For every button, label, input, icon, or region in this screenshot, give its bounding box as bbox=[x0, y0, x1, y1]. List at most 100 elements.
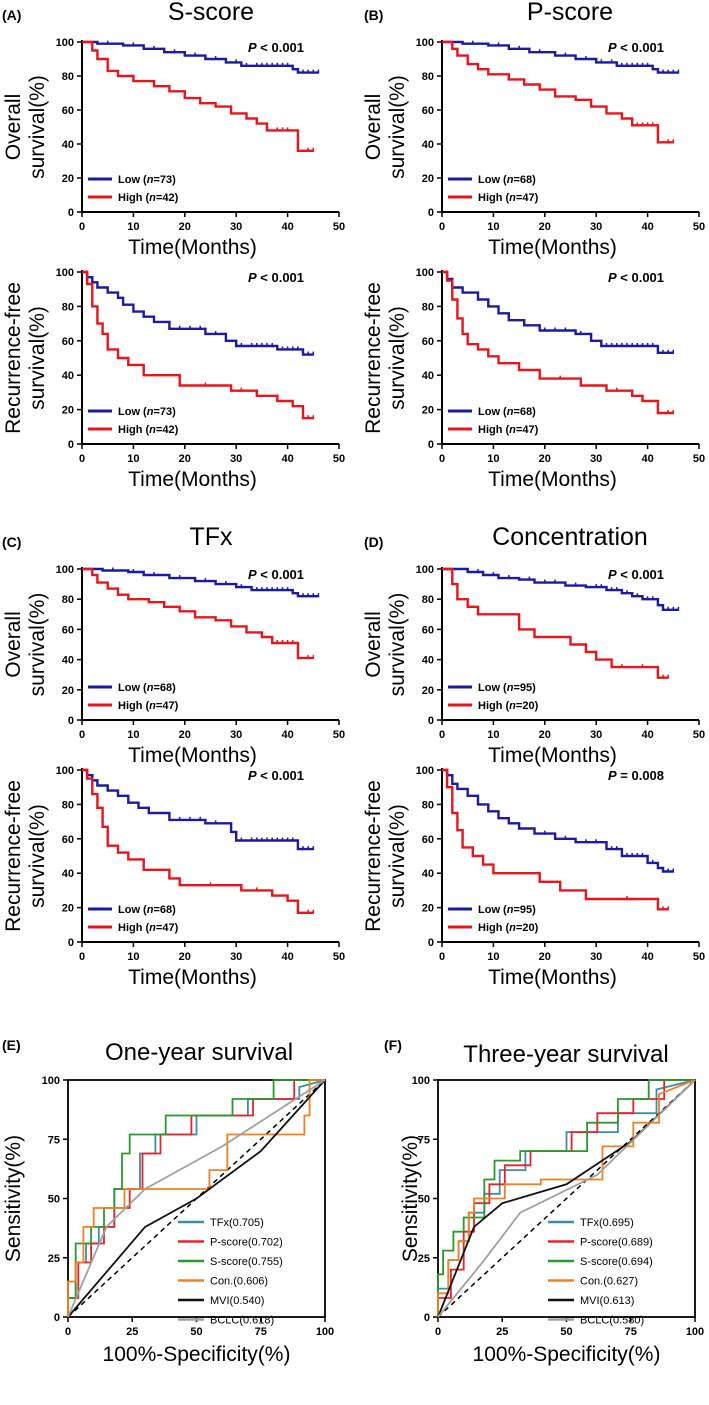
x-axis-label: Time(Months) bbox=[128, 744, 257, 767]
km-curve-high bbox=[442, 40, 674, 144]
km-panel-A1: (A) S-score 0 20 40 60 80 100 0 10 20 30 40 50 Time(Mo… bbox=[2, 0, 345, 259]
x-tick-label: 20 bbox=[179, 729, 191, 741]
legend-entry: MVI(0.540) bbox=[210, 1295, 264, 1307]
y-axis-label: Sensitivity(%) bbox=[2, 1135, 25, 1262]
y-tick-label: 20 bbox=[62, 405, 74, 417]
p-number: < 0.001 bbox=[257, 768, 304, 783]
legend-entry: High (n=20) bbox=[478, 700, 539, 712]
legend-entry: High (n=47) bbox=[478, 192, 539, 204]
x-axis-label: Time(Months) bbox=[488, 744, 617, 767]
y-tick-label: 20 bbox=[62, 685, 74, 697]
x-tick-label: 10 bbox=[487, 453, 499, 465]
x-tick-label: 0 bbox=[65, 1326, 71, 1338]
p-symbol: P bbox=[608, 40, 617, 55]
x-axis-label: Time(Months) bbox=[488, 468, 617, 491]
p-number: < 0.001 bbox=[257, 40, 304, 55]
panel-label: (F) bbox=[384, 1037, 402, 1053]
x-tick-label: 50 bbox=[693, 729, 705, 741]
y-tick-label: 60 bbox=[62, 336, 74, 348]
legend-text-part: n bbox=[149, 922, 156, 934]
y-tick-label: 100 bbox=[56, 564, 74, 576]
x-tick-label: 20 bbox=[539, 729, 551, 741]
x-tick-label: 30 bbox=[590, 729, 602, 741]
legend-text-part: n bbox=[147, 904, 154, 916]
legend-entry: Low (n=95) bbox=[478, 682, 536, 694]
y-tick-label: 100 bbox=[416, 765, 434, 777]
y-tick-label: 50 bbox=[48, 1194, 60, 1206]
x-tick-label: 40 bbox=[641, 453, 653, 465]
legend-entry: Con.(0.606) bbox=[210, 1276, 268, 1288]
legend-text-part: =47) bbox=[516, 192, 539, 204]
p-symbol: P bbox=[608, 270, 617, 285]
y-tick-label: 100 bbox=[56, 37, 74, 49]
y-tick-label: 80 bbox=[422, 71, 434, 83]
legend-entry: P-score(0.702) bbox=[210, 1237, 283, 1249]
y-tick-label: 80 bbox=[62, 301, 74, 313]
y-tick-label: 75 bbox=[418, 1134, 430, 1146]
y-tick-label: 60 bbox=[62, 834, 74, 846]
x-tick-label: 30 bbox=[230, 453, 242, 465]
y-tick-label: 25 bbox=[48, 1253, 60, 1265]
legend-text-part: =47) bbox=[516, 424, 539, 436]
x-tick-label: 50 bbox=[560, 1326, 572, 1338]
km-curve-high bbox=[82, 40, 314, 152]
y-tick-label: 20 bbox=[422, 173, 434, 185]
p-symbol: P bbox=[248, 567, 257, 582]
km-curve-low bbox=[442, 768, 674, 873]
legend-text-part: High ( bbox=[478, 424, 509, 436]
y-tick-label: 20 bbox=[422, 903, 434, 915]
y-tick-label: 100 bbox=[56, 765, 74, 777]
reference-diagonal bbox=[437, 1079, 696, 1318]
legend-text-part: =73) bbox=[153, 406, 176, 418]
y-tick-label: 60 bbox=[62, 624, 74, 636]
legend-text-part: Low ( bbox=[478, 904, 507, 916]
x-axis-label: 100%-Specificity(%) bbox=[103, 1343, 291, 1366]
legend-text-part: n bbox=[147, 682, 154, 694]
y-tick-label: 40 bbox=[62, 370, 74, 382]
x-tick-label: 30 bbox=[230, 951, 242, 963]
legend-text-part: n bbox=[149, 424, 156, 436]
x-axis-label: Time(Months) bbox=[488, 236, 617, 259]
y-tick-label: 0 bbox=[428, 439, 434, 451]
y-tick-label: 20 bbox=[422, 685, 434, 697]
y-tick-label: 0 bbox=[428, 207, 434, 219]
legend-text-part: High ( bbox=[478, 700, 509, 712]
panel-title: Three-year survival bbox=[463, 1041, 668, 1068]
km-curve-low bbox=[82, 768, 314, 851]
y-axis-label-line2: survival(%) bbox=[386, 804, 409, 908]
y-tick-label: 60 bbox=[62, 105, 74, 117]
legend-entry: S-score(0.694) bbox=[580, 1256, 653, 1268]
y-tick-label: 40 bbox=[422, 370, 434, 382]
x-tick-label: 10 bbox=[127, 453, 139, 465]
x-tick-label: 0 bbox=[79, 221, 85, 233]
p-symbol: P bbox=[608, 768, 617, 783]
x-tick-label: 0 bbox=[439, 729, 445, 741]
legend-entry: Low (n=68) bbox=[118, 904, 176, 916]
x-tick-label: 40 bbox=[281, 729, 293, 741]
x-tick-label: 10 bbox=[487, 951, 499, 963]
p-number: < 0.001 bbox=[617, 270, 664, 285]
y-axis-label-line2: survival(%) bbox=[26, 75, 49, 179]
km-curve-high bbox=[82, 768, 314, 914]
p-value: P = 0.008 bbox=[608, 768, 664, 783]
km-panel-C2: 0 20 40 60 80 100 0 10 20 30 40 50 Time(Months) Recur… bbox=[2, 765, 345, 989]
x-tick-label: 10 bbox=[127, 729, 139, 741]
roc-curve bbox=[67, 1079, 325, 1317]
x-tick-label: 0 bbox=[439, 221, 445, 233]
x-tick-label: 20 bbox=[179, 453, 191, 465]
y-axis-label-line2: survival(%) bbox=[386, 75, 409, 179]
y-tick-label: 80 bbox=[422, 301, 434, 313]
y-axis-label-line1: Recurrence-free bbox=[362, 780, 385, 932]
roc-panel-E: (E) One-year survival 00 25 25 50 50 75 75 100 100… bbox=[2, 1037, 334, 1366]
p-number: < 0.001 bbox=[617, 567, 664, 582]
legend-text-part: =95) bbox=[513, 904, 536, 916]
roc-curve bbox=[67, 1079, 325, 1317]
km-curve-high bbox=[442, 567, 669, 679]
y-tick-label: 0 bbox=[68, 207, 74, 219]
legend-entry: BCLC(0.618) bbox=[210, 1315, 274, 1327]
p-symbol: P bbox=[248, 40, 257, 55]
legend-text-part: =42) bbox=[156, 192, 179, 204]
y-axis-label-line2: survival(%) bbox=[26, 804, 49, 908]
x-tick-label: 10 bbox=[487, 221, 499, 233]
roc-curve bbox=[437, 1079, 695, 1317]
